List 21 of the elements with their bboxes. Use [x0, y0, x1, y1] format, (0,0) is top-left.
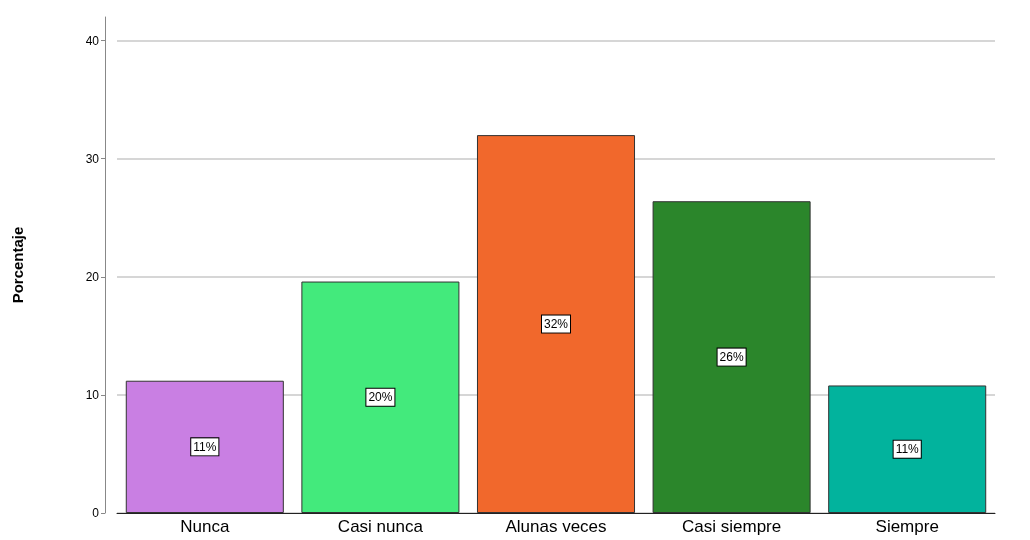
bar: [476, 135, 636, 513]
bar: [125, 380, 284, 513]
bar: [828, 385, 987, 513]
data-label: 11%: [193, 439, 217, 454]
data-label: 26%: [719, 350, 744, 365]
x-tick-label: Alunas veces: [505, 517, 607, 536]
x-tick-label: Siempre: [875, 517, 939, 536]
y-tick-label: 20: [85, 269, 100, 284]
x-tick-label: Casi nunca: [337, 517, 424, 536]
y-tick-label: 30: [85, 151, 100, 166]
bar: [301, 281, 460, 513]
bar: [652, 201, 811, 513]
y-tick-label: 40: [85, 33, 100, 48]
x-tick-label: Nunca: [180, 517, 230, 536]
x-tick-label: Casi siempre: [682, 517, 782, 536]
data-label: 32%: [543, 317, 569, 332]
data-label: 11%: [895, 442, 920, 457]
y-tick-label: 10: [85, 387, 100, 402]
y-tick-label: 0: [92, 506, 100, 520]
y-axis-title: Porcentaje: [9, 226, 26, 304]
data-label: 20%: [368, 390, 393, 405]
